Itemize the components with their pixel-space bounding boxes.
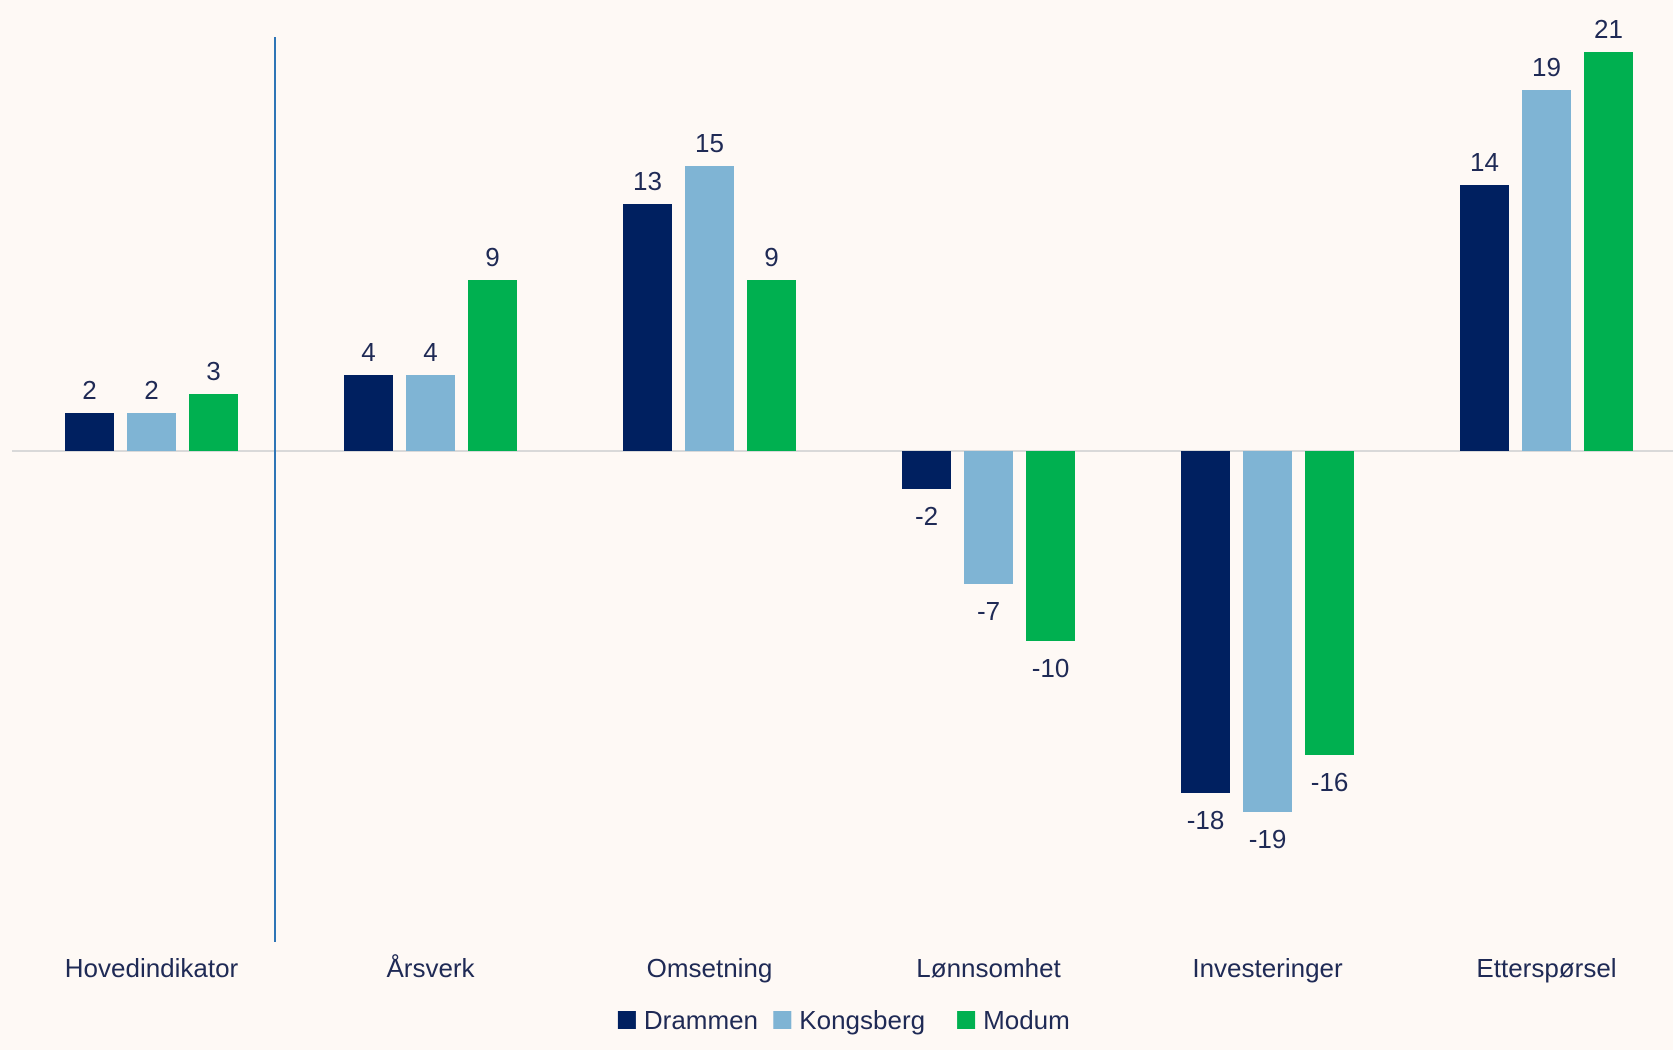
data-label: 4: [361, 337, 375, 367]
data-label: -18: [1187, 805, 1225, 835]
data-label: 19: [1532, 52, 1561, 82]
data-label: -16: [1311, 767, 1349, 797]
bar-drammen-0: [65, 413, 114, 451]
bar-kongsberg-4: [1243, 451, 1292, 812]
data-label: 14: [1470, 147, 1499, 177]
data-label: 9: [764, 242, 778, 272]
category-label: Investeringer: [1192, 953, 1343, 983]
data-label: 3: [206, 356, 220, 386]
legend-label-kongsberg: Kongsberg: [799, 1005, 925, 1035]
bar-drammen-4: [1181, 451, 1230, 793]
category-label: Årsverk: [386, 953, 475, 983]
bar-drammen-1: [344, 375, 393, 451]
bar-kongsberg-0: [127, 413, 176, 451]
bar-drammen-5: [1460, 185, 1509, 451]
data-label: -2: [915, 501, 938, 531]
bar-kongsberg-3: [964, 451, 1013, 584]
bar-modum-2: [747, 280, 796, 451]
data-label: 21: [1594, 14, 1623, 44]
bar-modum-4: [1305, 451, 1354, 755]
data-label: 9: [485, 242, 499, 272]
category-label: Etterspørsel: [1476, 953, 1616, 983]
bar-drammen-3: [902, 451, 951, 489]
data-label: -10: [1032, 653, 1070, 683]
legend-swatch-modum: [957, 1011, 976, 1029]
data-label: -7: [977, 596, 1000, 626]
legend-label-drammen: Drammen: [644, 1005, 758, 1035]
bar-kongsberg-5: [1522, 90, 1571, 451]
bar-modum-3: [1026, 451, 1075, 641]
bar-modum-0: [189, 394, 238, 451]
legend-swatch-kongsberg: [773, 1011, 792, 1029]
data-label: 13: [633, 166, 662, 196]
category-label: Omsetning: [647, 953, 773, 983]
data-label: -19: [1249, 824, 1287, 854]
bar-modum-5: [1584, 52, 1633, 451]
legend-label-modum: Modum: [983, 1005, 1070, 1035]
data-label: 2: [82, 375, 96, 405]
bar-kongsberg-2: [685, 166, 734, 451]
bar-modum-1: [468, 280, 517, 451]
category-label: Lønnsomhet: [916, 953, 1061, 983]
legend-swatch-drammen: [617, 1011, 636, 1029]
category-label: Hovedindikator: [65, 953, 239, 983]
bar-drammen-2: [623, 204, 672, 451]
data-label: 15: [695, 128, 724, 158]
data-label: 4: [423, 337, 437, 367]
data-label: 2: [144, 375, 158, 405]
bar-kongsberg-1: [406, 375, 455, 451]
